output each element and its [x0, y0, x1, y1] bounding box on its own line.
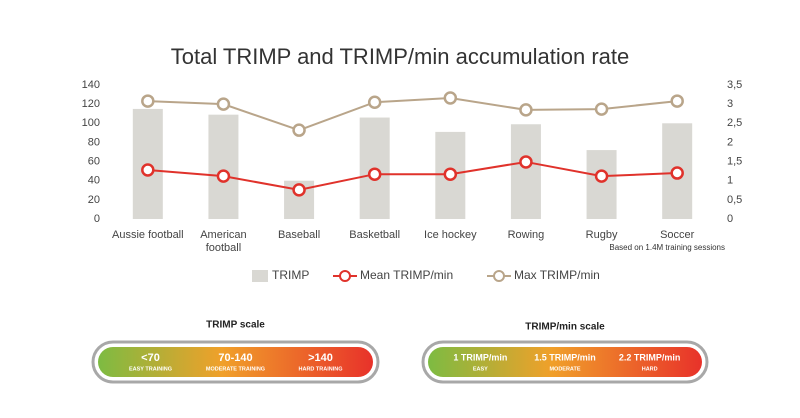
x-tick-label: Rowing	[507, 229, 545, 241]
legend-label: Mean TRIMP/min	[360, 268, 453, 282]
scale-label: MODERATE	[549, 366, 580, 372]
scale-value: 2.2 TRIMP/min	[619, 352, 681, 362]
point	[367, 167, 382, 181]
y-tick-label: 100	[82, 117, 100, 129]
y2-tick-label: 3	[727, 98, 733, 110]
x-tick-label: Soccer	[660, 229, 695, 241]
point	[594, 102, 609, 116]
line	[147, 160, 678, 191]
point	[670, 94, 684, 108]
x-tick-label: Aussie football	[112, 229, 184, 241]
note: Based on 1.4M training sessions	[609, 243, 725, 252]
point	[594, 169, 609, 183]
y-tick-label: 140	[82, 79, 100, 91]
scale-label: EASY TRAINING	[129, 366, 172, 372]
point	[292, 123, 306, 137]
scale-label: HARD	[642, 366, 658, 372]
scale-value: 70-140	[218, 352, 252, 364]
point	[216, 97, 231, 111]
scale-title: TRIMP/min scale	[525, 322, 605, 333]
x-tick-label: Basketball	[349, 229, 401, 241]
y2-tick-label: 0	[727, 213, 733, 225]
bar	[208, 114, 239, 219]
point	[519, 103, 533, 117]
legend-label: TRIMP	[272, 268, 309, 282]
x-tick-label: Baseball	[277, 229, 321, 241]
scale-label: EASY	[473, 366, 488, 372]
line	[147, 97, 678, 132]
y-tick-label: 20	[88, 194, 100, 206]
legend-swatch	[252, 270, 268, 282]
y-tick-label: 120	[82, 98, 100, 110]
point	[443, 91, 458, 105]
bar	[510, 124, 541, 219]
scale-value: <70	[141, 352, 160, 364]
point	[216, 169, 231, 183]
y2-tick-label: 1,5	[727, 155, 742, 167]
x-tick-label: Ice hockey	[424, 229, 477, 241]
point	[367, 95, 382, 109]
bar	[586, 150, 617, 219]
y-tick-label: 80	[88, 136, 100, 148]
point	[670, 166, 684, 180]
x-tick-label: Rugby	[585, 229, 618, 241]
point	[519, 155, 533, 169]
legend-label: Max TRIMP/min	[514, 268, 600, 282]
scale-bar	[98, 347, 373, 377]
legend-swatch	[493, 270, 505, 282]
y2-tick-label: 2	[727, 136, 733, 148]
legend-swatch	[339, 270, 351, 282]
point	[141, 94, 155, 108]
y2-tick-label: 2,5	[727, 117, 742, 129]
x-tick-label: American football	[200, 229, 247, 254]
point	[141, 163, 155, 177]
point	[443, 167, 458, 181]
scale-label: MODERATE TRAINING	[206, 366, 265, 372]
y-tick-label: 40	[88, 175, 100, 187]
y2-tick-label: 3,5	[727, 79, 742, 91]
chart-title: Total TRIMP and TRIMP/min accumulation r…	[171, 44, 630, 69]
y2-tick-label: 0,5	[727, 194, 742, 206]
y-tick-label: 0	[94, 213, 100, 225]
scale-title: TRIMP scale	[206, 320, 265, 331]
point	[292, 183, 306, 197]
scale-bar	[428, 347, 702, 377]
scale-value: 1.5 TRIMP/min	[534, 352, 596, 362]
y-tick-label: 60	[88, 155, 100, 167]
scale-label: HARD TRAINING	[299, 366, 343, 372]
y2-tick-label: 1	[727, 175, 733, 187]
scale-value: >140	[308, 352, 333, 364]
scale-value: 1 TRIMP/min	[453, 352, 507, 362]
